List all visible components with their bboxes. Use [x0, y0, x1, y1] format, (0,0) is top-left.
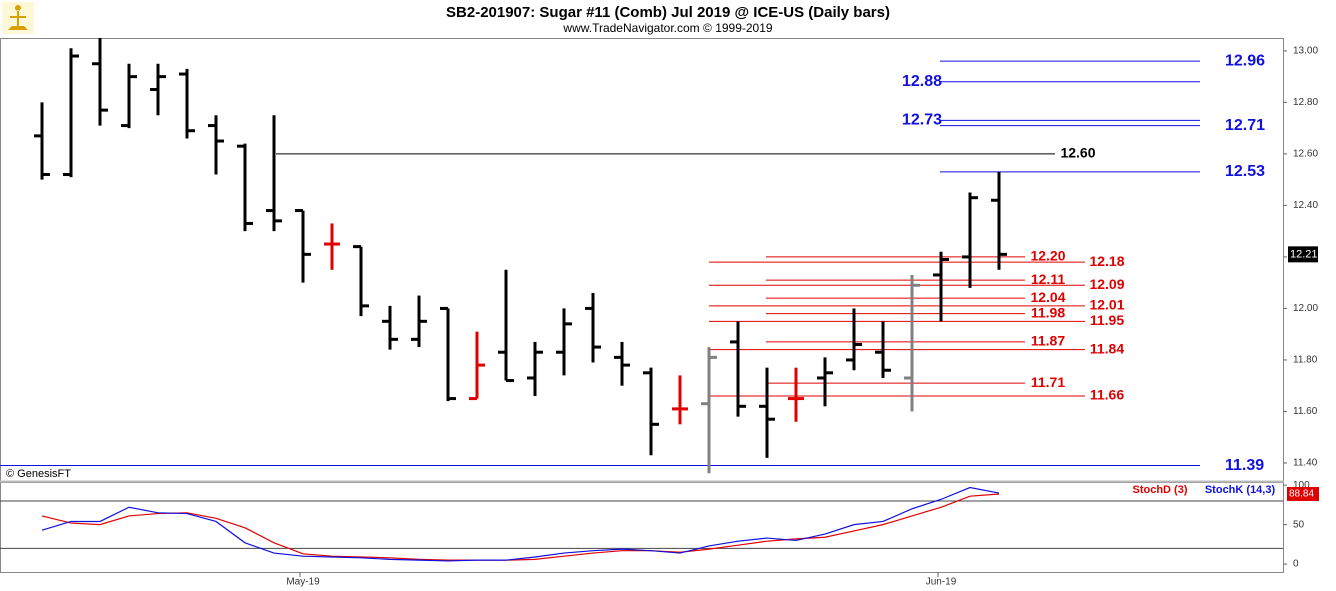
logo — [2, 2, 34, 34]
level-label: 11.87 — [1031, 333, 1065, 349]
last-value-box — [1287, 486, 1319, 501]
chart-subtitle: www.TradeNavigator.com © 1999-2019 — [562, 21, 772, 35]
level-label: 12.71 — [1225, 117, 1265, 134]
level-label: 11.98 — [1031, 304, 1065, 320]
stoch-line — [41, 486, 1000, 562]
level-label: 12.53 — [1225, 163, 1265, 180]
logo-mark — [8, 5, 28, 30]
level-label: 11.71 — [1031, 374, 1065, 390]
last-price-box — [1288, 246, 1318, 263]
level-label: 11.39 — [1225, 457, 1264, 474]
y-tick-label: 13.00 — [1293, 46, 1318, 57]
y-tick-label: 11.40 — [1293, 458, 1318, 469]
y-tick-label: 11.80 — [1293, 355, 1318, 366]
level-label: 12.09 — [1089, 276, 1124, 292]
y-tick-label: 100 — [1293, 480, 1310, 491]
y-tick-label: 0 — [1293, 559, 1299, 570]
level-label: 12.20 — [1030, 248, 1065, 264]
y-tick-label: 50 — [1293, 519, 1305, 530]
level-label: 11.84 — [1090, 340, 1124, 356]
chart-title: SB2-201907: Sugar #11 (Comb) Jul 2019 @ … — [446, 4, 890, 21]
level-label: 12.04 — [1030, 289, 1065, 305]
last-price-label: 12.21 — [1290, 248, 1318, 260]
legend-label: StochD (3) — [1133, 484, 1188, 496]
level-label: 12.88 — [902, 73, 942, 90]
level-label: 12.60 — [1060, 145, 1095, 161]
stoch-line — [41, 493, 1000, 561]
y-tick-label: 12.00 — [1293, 303, 1318, 314]
y-tick-label: 12.40 — [1293, 200, 1318, 211]
level-label: 11.95 — [1090, 312, 1124, 328]
last-value-label: 88.84 — [1289, 489, 1314, 500]
level-label: 12.18 — [1089, 253, 1124, 269]
level-label: 12.73 — [902, 112, 942, 129]
x-tick-label: Jun-19 — [926, 577, 957, 588]
level-label: 12.96 — [1225, 52, 1265, 69]
level-label: 11.66 — [1090, 387, 1124, 403]
y-tick-label: 12.80 — [1293, 97, 1318, 108]
level-label: 12.11 — [1031, 271, 1065, 287]
x-tick-label: May-19 — [286, 577, 320, 588]
y-tick-label: 12.60 — [1293, 149, 1318, 160]
y-tick-label: 11.60 — [1293, 406, 1318, 417]
source-note: © GenesisFT — [6, 468, 71, 480]
legend-label: StochK (14,3) — [1205, 484, 1276, 496]
level-label: 12.01 — [1089, 297, 1124, 313]
